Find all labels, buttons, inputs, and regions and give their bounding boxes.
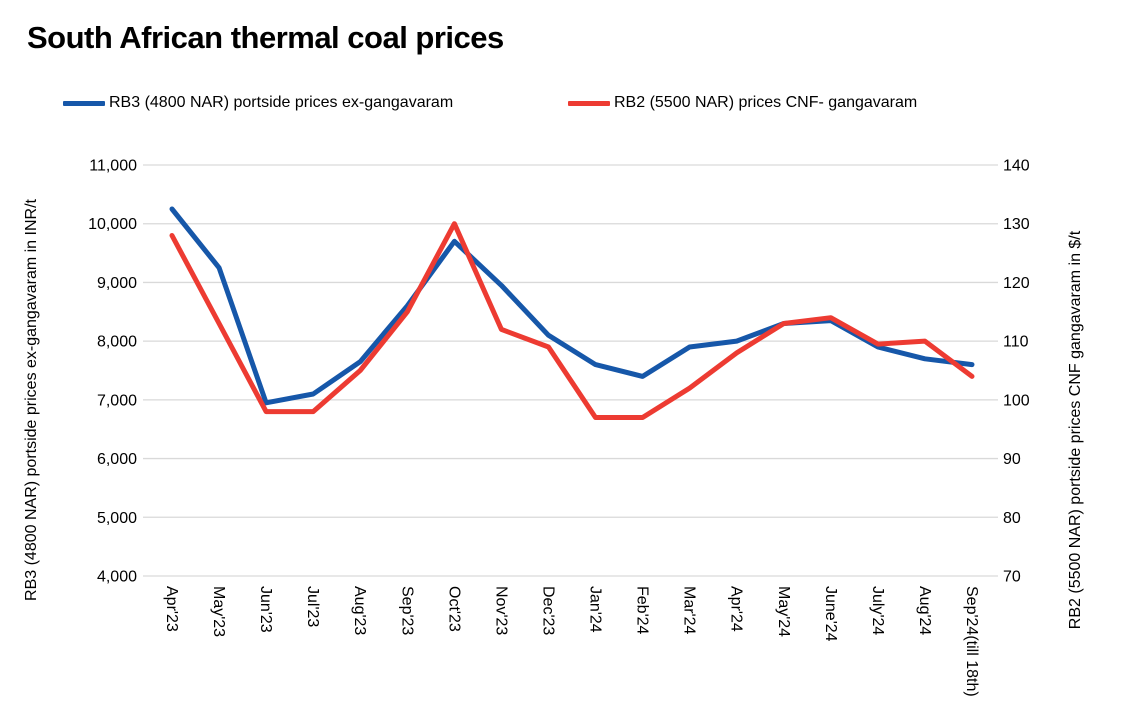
x-axis-tick-label: Jun'23 [257,586,274,633]
x-axis-tick-label: Dec'23 [539,586,556,635]
rb3-series-line [169,206,975,406]
left-axis-tick-label: 9,000 [97,275,137,292]
legend-label-rb2: RB2 (5500 NAR) prices CNF- gangavaram [614,94,918,111]
x-axis-tick-label: Oct'23 [445,586,462,632]
left-axis-tick-label: 6,000 [97,451,137,468]
right-axis-tick-label: 90 [1003,451,1021,468]
x-axis-tick-label: Jan'24 [587,586,604,633]
chart-title: South African thermal coal prices [27,20,504,55]
left-axis-tick-label: 11,000 [89,158,137,175]
x-axis-tick-label: Sep'23 [398,586,415,635]
x-axis-tick-label: May'23 [210,586,227,637]
left-axis-tick-label: 8,000 [97,334,137,351]
left-axis-tick-label: 7,000 [97,392,137,409]
x-axis-tick-label: May'24 [775,586,792,637]
left-axis-title: RB3 (4800 NAR) portside prices ex-gangav… [23,198,40,601]
x-axis-tick-label: July'24 [869,586,886,635]
x-axis-tick-label: June'24 [822,586,839,642]
x-axis-tick-label: Nov'23 [492,586,509,635]
x-axis-tick-label: Jul'23 [304,586,321,627]
legend-item-rb3: RB3 (4800 NAR) portside prices ex-gangav… [63,92,453,114]
left-axis-tick-label: 5,000 [97,510,137,527]
x-axis-tick-label: Apr'24 [728,586,745,632]
left-axis-tick-label: 4,000 [97,569,137,586]
x-axis-tick-label: Mar'24 [681,586,698,635]
rb2-line-swatch [568,100,610,106]
right-axis-tick-label: 110 [1003,334,1029,351]
right-axis-tick-label: 80 [1003,510,1021,527]
right-axis-title: RB2 (5500 NAR) portside prices CNF ganga… [1067,230,1084,629]
right-axis-tick-label: 120 [1003,275,1030,292]
legend: RB3 (4800 NAR) portside prices ex-gangav… [0,92,1130,116]
x-axis-tick-label: Sep'24(till 18th) [963,586,980,697]
x-axis-tick-label: Aug'23 [351,586,368,635]
right-axis-tick-label: 100 [1003,392,1030,409]
x-axis-tick-label: Aug'24 [916,586,933,635]
x-axis-tick-label: Feb'24 [634,586,651,635]
left-axis-tick-label: 10,000 [88,216,137,233]
right-axis-tick-label: 70 [1003,569,1021,586]
rb2-series-line [169,221,975,420]
right-axis-tick-label: 140 [1003,158,1030,175]
x-axis-tick-label: Apr'23 [163,586,180,632]
legend-label-rb3: RB3 (4800 NAR) portside prices ex-gangav… [109,94,454,111]
legend-item-rb2: RB2 (5500 NAR) prices CNF- gangavaram [568,92,917,114]
rb3-line-swatch [63,100,105,106]
right-axis-tick-label: 130 [1003,216,1030,233]
